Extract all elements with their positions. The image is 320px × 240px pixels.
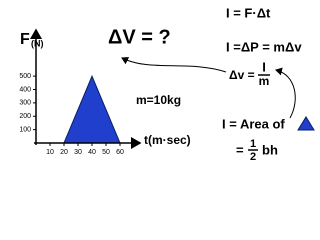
impulse-eq: I = F·Δt bbox=[226, 5, 271, 20]
y-tick-label: 400 bbox=[19, 86, 31, 93]
dv-lhs: Δv = bbox=[229, 68, 255, 82]
x-tick-label: 40 bbox=[88, 149, 96, 156]
triangle-icon bbox=[297, 116, 315, 131]
x-tick-label: 30 bbox=[74, 149, 82, 156]
arrow bbox=[275, 67, 296, 119]
half-den: 2 bbox=[250, 151, 256, 163]
dv-num: I bbox=[262, 59, 266, 74]
force-time-graph: 100 200 300 400 500 10 20 30 40 50 60 F (N) t(m·sec) bbox=[19, 28, 191, 156]
x-tick-label: 50 bbox=[102, 149, 110, 156]
dv-den: m bbox=[259, 74, 270, 88]
y-tick-label: 300 bbox=[19, 100, 31, 107]
x-axis-label: t(m·sec) bbox=[144, 133, 191, 147]
area bbox=[63, 74, 121, 144]
y-axis-unit: (N) bbox=[31, 38, 44, 48]
half-rest: bh bbox=[262, 142, 278, 157]
x-tick-label: 20 bbox=[60, 149, 68, 156]
y-tick-label: 500 bbox=[19, 73, 31, 80]
x-tick-label: 10 bbox=[46, 149, 54, 156]
y-tick-label: 100 bbox=[19, 126, 31, 133]
question: ΔV = ? bbox=[108, 26, 171, 48]
mass: m=10kg bbox=[136, 93, 181, 107]
arrow bbox=[121, 57, 227, 73]
half-num: 1 bbox=[250, 138, 256, 150]
momentum-eq: I =ΔP = mΔv bbox=[226, 39, 302, 54]
area-eq: I = Area of bbox=[222, 116, 285, 131]
x-tick-label: 60 bbox=[116, 149, 124, 156]
half-eq: = bbox=[236, 142, 244, 157]
y-tick-label: 200 bbox=[19, 113, 31, 120]
y-axis-label: F bbox=[20, 31, 30, 48]
